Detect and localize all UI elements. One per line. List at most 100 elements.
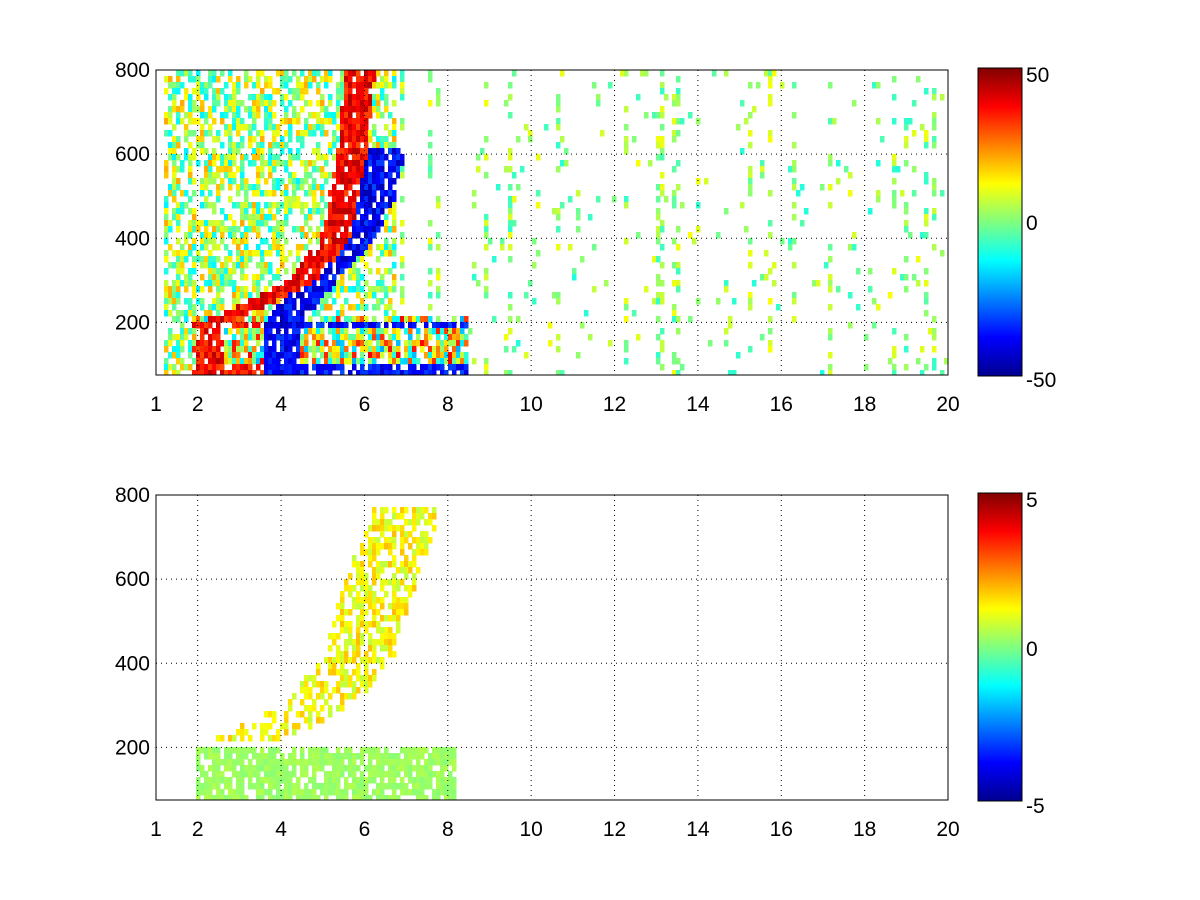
heatmap-cell [284,106,289,113]
heatmap-cell [180,100,185,107]
heatmap-cell [272,178,277,185]
heatmap-cell [308,70,313,77]
heatmap-cell [328,352,333,359]
heatmap-cell [240,178,245,185]
heatmap-cell [268,142,273,149]
heatmap-cell [180,82,185,89]
heatmap-cell [384,202,389,209]
heatmap-cell [392,226,397,233]
heatmap-cell [916,256,921,263]
heatmap-cell [456,364,461,371]
heatmap-cell [228,142,233,149]
heatmap-cell [912,274,917,281]
heatmap-cell [260,238,265,245]
heatmap-cell [352,795,357,800]
heatmap-cell [392,124,397,131]
heatmap-cell [176,178,181,185]
heatmap-cell [432,795,437,800]
heatmap-cell [360,352,365,359]
heatmap-cell [716,298,721,305]
heatmap-cell [364,220,369,227]
heatmap-cell [344,118,349,125]
heatmap-cell [396,328,401,335]
heatmap-cell [348,358,353,365]
heatmap-cell [392,154,397,161]
heatmap-cell [292,765,297,772]
heatmap-cell [352,226,357,233]
heatmap-cell [272,166,277,173]
heatmap-cell [324,783,329,790]
heatmap-cell [828,184,833,191]
heatmap-cell [660,88,665,95]
heatmap-cell [328,771,333,778]
heatmap-cell [216,747,221,754]
heatmap-cell [376,280,381,287]
heatmap-cell [288,753,293,760]
heatmap-cell [288,310,293,317]
heatmap-cell [336,352,341,359]
heatmap-cell [768,340,773,347]
heatmap-cell [356,663,361,670]
heatmap-cell [676,316,681,323]
heatmap-cell [212,202,217,209]
heatmap-cell [184,310,189,317]
heatmap-cell [376,298,381,305]
heatmap-cell [212,256,217,263]
heatmap-cell [300,136,305,143]
heatmap-cell [328,304,333,311]
heatmap-cell [432,525,437,532]
heatmap-cell [428,166,433,173]
heatmap-cell [504,370,509,375]
heatmap-cell [744,226,749,233]
heatmap-cell [432,358,437,365]
heatmap-cell [252,298,257,305]
heatmap-cell [764,70,769,77]
heatmap-cell [252,208,257,215]
heatmap-cell [724,340,729,347]
heatmap-cell [680,364,685,371]
heatmap-cell [352,124,357,131]
heatmap-cell [464,358,469,365]
heatmap-cell [340,358,345,365]
heatmap-cell [240,765,245,772]
heatmap-cell [304,783,309,790]
heatmap-cell [476,280,481,287]
heatmap-cell [316,100,321,107]
heatmap-cell [324,771,329,778]
heatmap-cell [212,268,217,275]
heatmap-cell [400,166,405,173]
heatmap-cell [212,765,217,772]
heatmap-cell [244,322,249,329]
heatmap-cell [320,76,325,83]
heatmap-cell [508,214,513,221]
heatmap-cell [316,322,321,329]
heatmap-cell [320,118,325,125]
heatmap-cell [288,136,293,143]
heatmap-cell [236,238,241,245]
heatmap-cell [368,106,373,113]
heatmap-cell [400,286,405,293]
heatmap-cell [352,304,357,311]
heatmap-cell [224,154,229,161]
heatmap-cell [356,124,361,131]
heatmap-cell [932,364,937,371]
heatmap-cell [340,795,345,800]
heatmap-cell [392,244,397,251]
heatmap-cell [324,681,329,688]
heatmap-cell [188,346,193,353]
heatmap-cell [444,352,449,359]
heatmap-cell [368,292,373,299]
heatmap-cell [264,334,269,341]
heatmap-cell [376,657,381,664]
heatmap-cell [272,783,277,790]
heatmap-cell [320,154,325,161]
heatmap-cell [336,262,341,269]
heatmap-cell [440,759,445,766]
heatmap-cell [408,346,413,353]
heatmap-cell [328,358,333,365]
heatmap-cell [188,310,193,317]
heatmap-cell [352,783,357,790]
heatmap-cell [912,100,917,107]
heatmap-cell [448,795,453,800]
heatmap-cell [352,190,357,197]
